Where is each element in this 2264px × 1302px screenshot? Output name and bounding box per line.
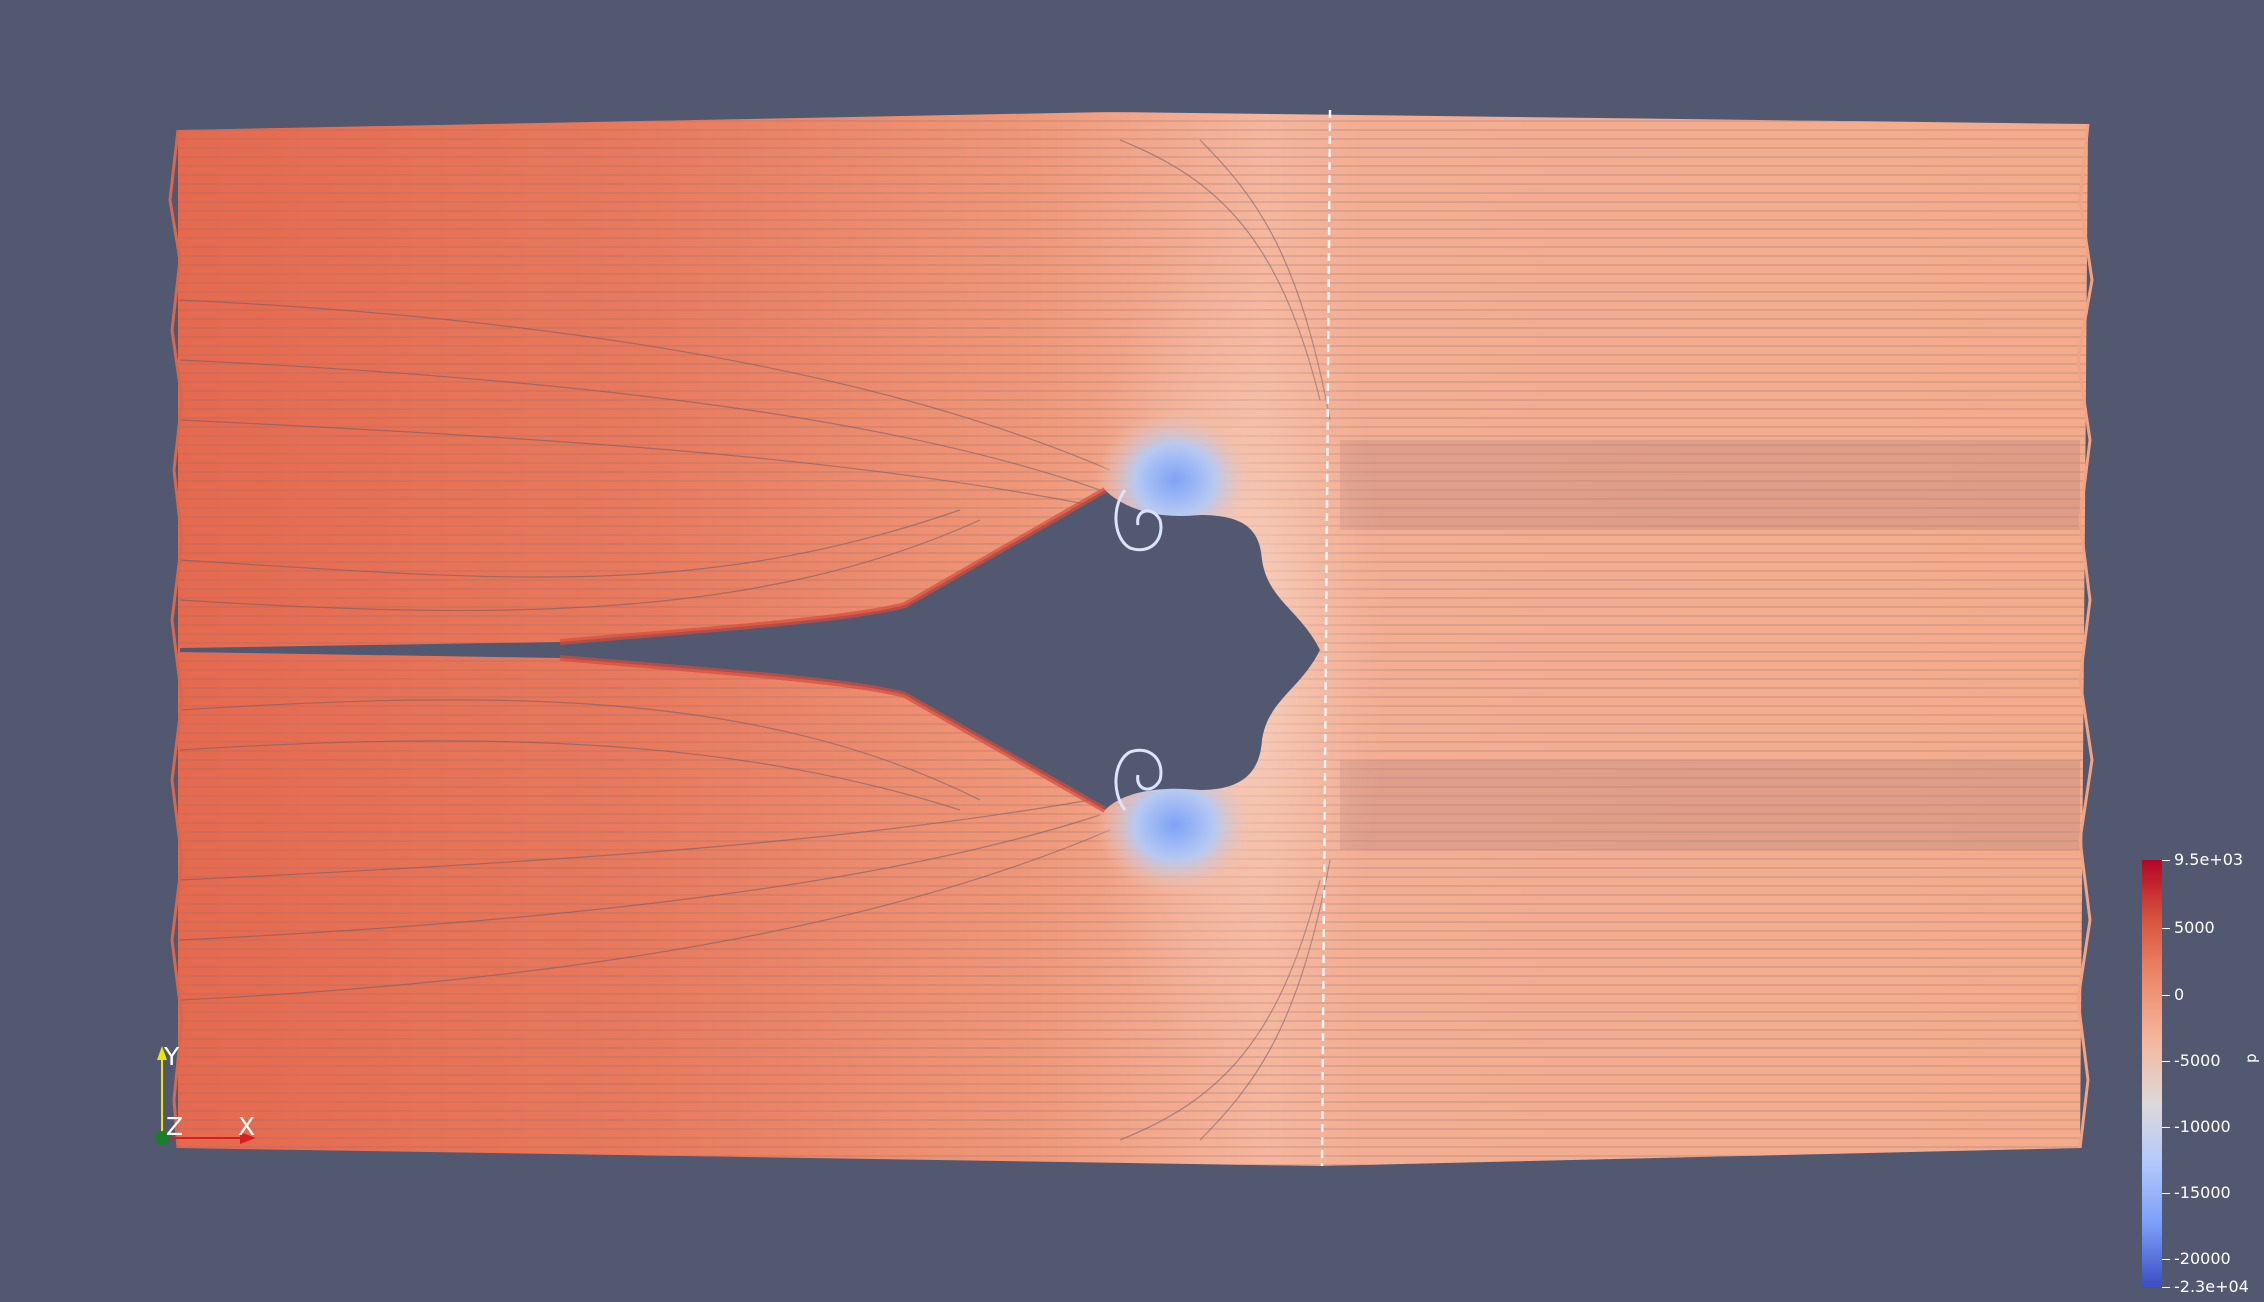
tick-label-5000: 5000	[2174, 918, 2215, 937]
tick-max	[2162, 860, 2170, 861]
tick-5000	[2162, 928, 2170, 929]
color-legend-bar	[2142, 860, 2162, 1288]
orientation-axes: Y Z X	[140, 1040, 280, 1150]
vortex-top	[1114, 489, 1163, 552]
probe-line[interactable]	[1320, 109, 1332, 1167]
color-legend-title: p	[2242, 1053, 2260, 1063]
vortex-bottom	[1114, 748, 1163, 811]
tick-label-minus-20000: -20000	[2174, 1249, 2231, 1268]
tick-minus-20000	[2162, 1259, 2170, 1260]
tick-minus-5000	[2162, 1061, 2170, 1062]
z-axis-label: Z	[166, 1112, 184, 1141]
tick-label-minus-5000: -5000	[2174, 1051, 2221, 1070]
tick-minus-15000	[2162, 1193, 2170, 1194]
tick-minus-10000	[2162, 1127, 2170, 1128]
y-axis-arrow	[157, 1046, 167, 1060]
color-legend[interactable]: 9.5e+03 5000 0 -5000 -10000 -15000 -2000…	[2142, 852, 2264, 1295]
y-axis-label: Y	[164, 1042, 180, 1071]
tick-0	[2162, 995, 2170, 996]
tick-min	[2162, 1287, 2170, 1288]
body-cavity	[180, 490, 1320, 810]
tick-label-0: 0	[2174, 985, 2185, 1004]
tick-label-min: -2.3e+04	[2174, 1277, 2249, 1296]
x-axis-arrow	[240, 1132, 256, 1144]
axes-triad-graphic	[155, 1046, 256, 1145]
x-axis-label: X	[238, 1112, 256, 1141]
tick-label-minus-10000: -10000	[2174, 1117, 2231, 1136]
tick-label-minus-15000: -15000	[2174, 1183, 2231, 1202]
tick-label-max: 9.5e+03	[2174, 850, 2244, 869]
z-axis-dot	[155, 1131, 169, 1145]
